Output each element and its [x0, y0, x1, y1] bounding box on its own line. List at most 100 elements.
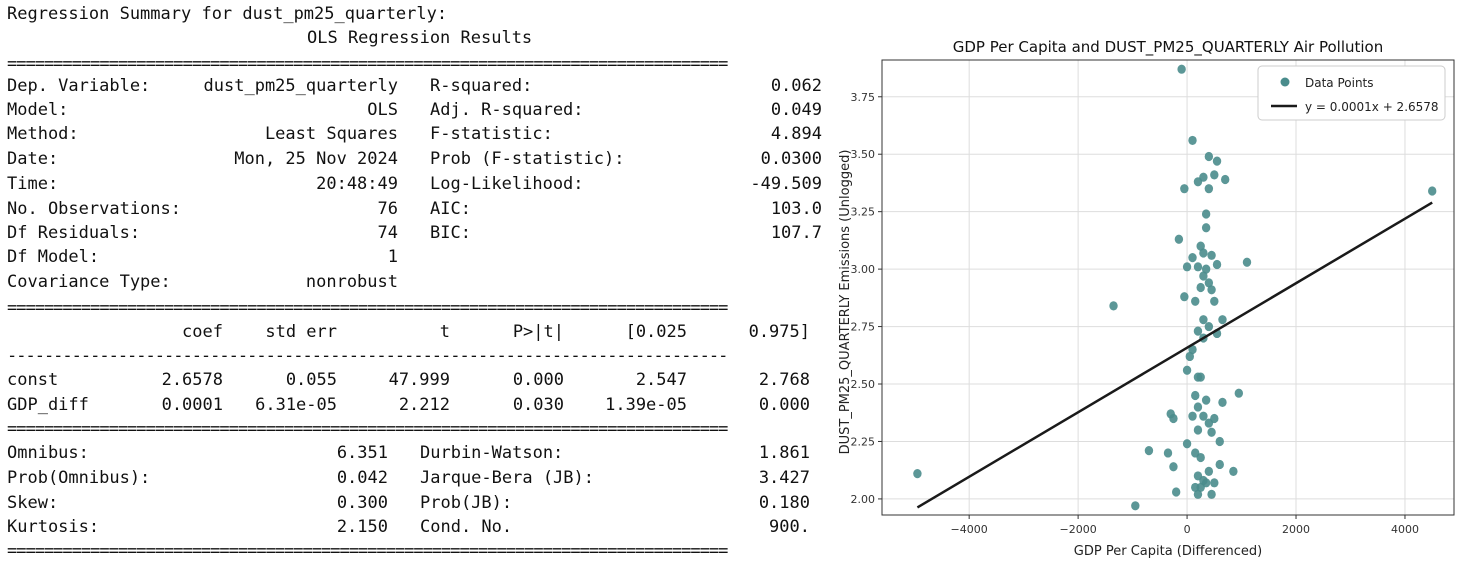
- x-axis-ticks: −4000 −2000 0 2000 4000: [951, 515, 1419, 536]
- stat-value: 0.042: [336, 468, 388, 488]
- stat-value: 0.0300: [760, 149, 822, 169]
- stat-value: 6.351: [336, 443, 388, 463]
- coef-header: coef: [182, 322, 223, 342]
- data-point: [1182, 439, 1192, 449]
- coef-cell: 6.31e-05: [255, 395, 337, 415]
- coef-cell: 2.6578: [161, 370, 223, 390]
- stat-label: Cond. No.: [420, 517, 513, 537]
- regression-line-group: [916, 201, 1433, 509]
- data-point: [1131, 501, 1140, 511]
- data-point: [1199, 248, 1208, 258]
- stat-label: Skew:: [7, 493, 59, 513]
- plot-frame: [881, 59, 1455, 516]
- stat-label: Df Residuals:: [7, 223, 141, 243]
- data-point: [1207, 427, 1216, 437]
- stat-label: Time:: [7, 174, 59, 194]
- data-point: [1221, 174, 1230, 185]
- data-point: [1210, 478, 1219, 488]
- stat-value: 900.: [769, 517, 810, 537]
- coef-cell: 0.000: [758, 395, 810, 415]
- separator: ----------------------------------------…: [7, 346, 728, 366]
- y-axis-label: DUST_PM25_QUARTERLY Emissions (Unlogged): [838, 150, 853, 455]
- stat-label: Dep. Variable:: [7, 76, 151, 96]
- data-point: [1199, 411, 1208, 421]
- data-point: [1182, 262, 1192, 272]
- data-point: [1196, 482, 1205, 493]
- chart-canvas: GDP Per Capita and DUST_PM25_QUARTERLY A…: [838, 38, 1455, 559]
- coef-row-name: GDP_diff: [7, 395, 89, 415]
- coef-header: t: [439, 322, 450, 342]
- stat-label: R-squared:: [430, 76, 533, 96]
- data-point: [1193, 262, 1203, 272]
- coef-cell: 1.39e-05: [605, 395, 687, 415]
- stat-value: 1: [387, 247, 398, 267]
- chart-title: GDP Per Capita and DUST_PM25_QUARTERLY A…: [953, 38, 1384, 57]
- data-point: [1177, 64, 1186, 74]
- data-point: [1207, 250, 1216, 260]
- coef-cell: 0.000: [512, 370, 564, 390]
- stat-value: 107.7: [770, 223, 822, 243]
- data-point: [1204, 278, 1214, 288]
- data-point: [1210, 296, 1219, 306]
- y-tick-label: 3.25: [851, 206, 876, 219]
- stat-label: Log-Likelihood:: [430, 174, 584, 194]
- data-point: [1180, 292, 1189, 302]
- data-point: [1196, 282, 1205, 293]
- data-point: [1234, 388, 1244, 398]
- coef-header: [0.025: [625, 322, 687, 342]
- stat-label: Kurtosis:: [7, 517, 100, 537]
- data-point: [1229, 466, 1238, 476]
- data-point: [1188, 344, 1197, 355]
- data-point: [1428, 186, 1437, 196]
- data-point: [1191, 296, 1200, 306]
- data-point: [1199, 315, 1208, 325]
- stat-label: Model:: [7, 100, 69, 120]
- x-tick-label: 4000: [1391, 523, 1419, 536]
- stat-label: Covariance Type:: [7, 272, 171, 292]
- coef-row-name: const: [7, 370, 59, 390]
- stat-label: Omnibus:: [7, 443, 89, 463]
- data-point: [1201, 209, 1211, 219]
- stat-label: Adj. R-squared:: [430, 100, 584, 120]
- data-point: [1199, 271, 1208, 281]
- x-tick-label: 2000: [1282, 523, 1310, 536]
- stat-label: Prob (F-statistic):: [430, 149, 625, 169]
- stat-label: BIC:: [430, 223, 471, 243]
- separator: ========================================…: [7, 298, 728, 318]
- grid: [882, 60, 1454, 515]
- stat-value: -49.509: [750, 174, 822, 194]
- regression-summary: Regression Summary for dust_pm25_quarter…: [7, 4, 822, 561]
- legend-label-data-points: Data Points: [1305, 76, 1374, 90]
- summary-title: OLS Regression Results: [307, 28, 533, 48]
- stat-value: 0.049: [770, 100, 822, 120]
- data-point: [1201, 264, 1211, 274]
- data-point: [1180, 184, 1189, 194]
- stat-value: 1.861: [758, 443, 810, 463]
- legend-marker-data-points: [1280, 77, 1290, 87]
- stat-value: Least Squares: [264, 124, 398, 144]
- stat-value: 20:48:49: [316, 174, 398, 194]
- stat-label: Df Model:: [7, 247, 100, 267]
- coef-cell: 0.055: [285, 370, 337, 390]
- stat-value: 0.062: [770, 76, 822, 96]
- coef-cell: 47.999: [388, 370, 450, 390]
- y-tick-label: 3.75: [851, 91, 876, 104]
- regression-line: [916, 201, 1433, 509]
- stat-value: 3.427: [758, 468, 810, 488]
- data-point: [1193, 489, 1203, 499]
- data-point: [1191, 390, 1200, 401]
- data-point: [1193, 326, 1203, 336]
- data-point: [1182, 365, 1192, 375]
- coef-cell: 0.0001: [161, 395, 223, 415]
- data-point: [1201, 223, 1211, 233]
- data-point: [1196, 452, 1205, 463]
- data-point: [1204, 151, 1214, 162]
- data-point: [1196, 241, 1205, 251]
- stat-label: AIC:: [430, 199, 471, 219]
- stat-value: nonrobust: [305, 272, 398, 292]
- data-point: [1188, 253, 1197, 263]
- separator: ========================================…: [7, 54, 728, 74]
- data-point: [1215, 459, 1224, 470]
- data-points: [913, 64, 1437, 511]
- x-axis-label: GDP Per Capita (Differenced): [1074, 544, 1262, 559]
